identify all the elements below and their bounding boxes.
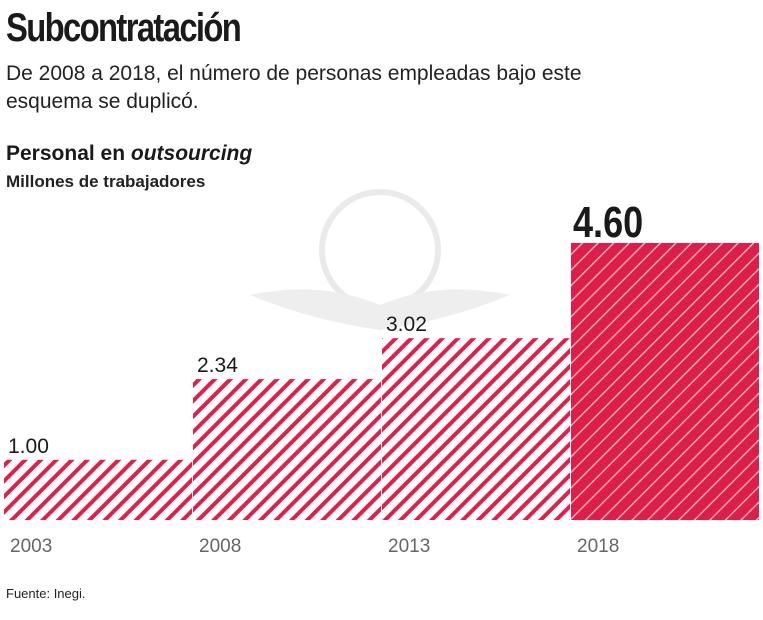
page-subtitle: De 2008 a 2018, el número de personas em… [6, 62, 582, 113]
source-note: Fuente: Inegi. [6, 586, 86, 601]
chart-title: Personal en outsourcing [6, 142, 252, 166]
bar-2013 [382, 338, 570, 520]
x-tick-2008: 2008 [199, 536, 241, 557]
y-axis-label: Millones de trabajadores [6, 172, 206, 191]
data-label-2008: 2.34 [197, 354, 238, 377]
chart-title-plain: Personal en [6, 142, 131, 165]
x-tick-2018: 2018 [577, 536, 619, 557]
bar-2008 [193, 379, 381, 520]
data-label-2018: 4.60 [573, 198, 643, 247]
chart-title-italic: outsourcing [130, 142, 253, 165]
data-label-2013: 3.02 [386, 313, 427, 336]
data-label-2003: 1.00 [8, 435, 49, 458]
x-tick-2013: 2013 [388, 536, 430, 557]
bar-2018 [571, 243, 759, 520]
x-tick-2003: 2003 [10, 536, 52, 557]
page-title: Subcontratación [6, 6, 242, 50]
bar-2003 [4, 459, 192, 520]
watermark-logo [250, 189, 510, 330]
